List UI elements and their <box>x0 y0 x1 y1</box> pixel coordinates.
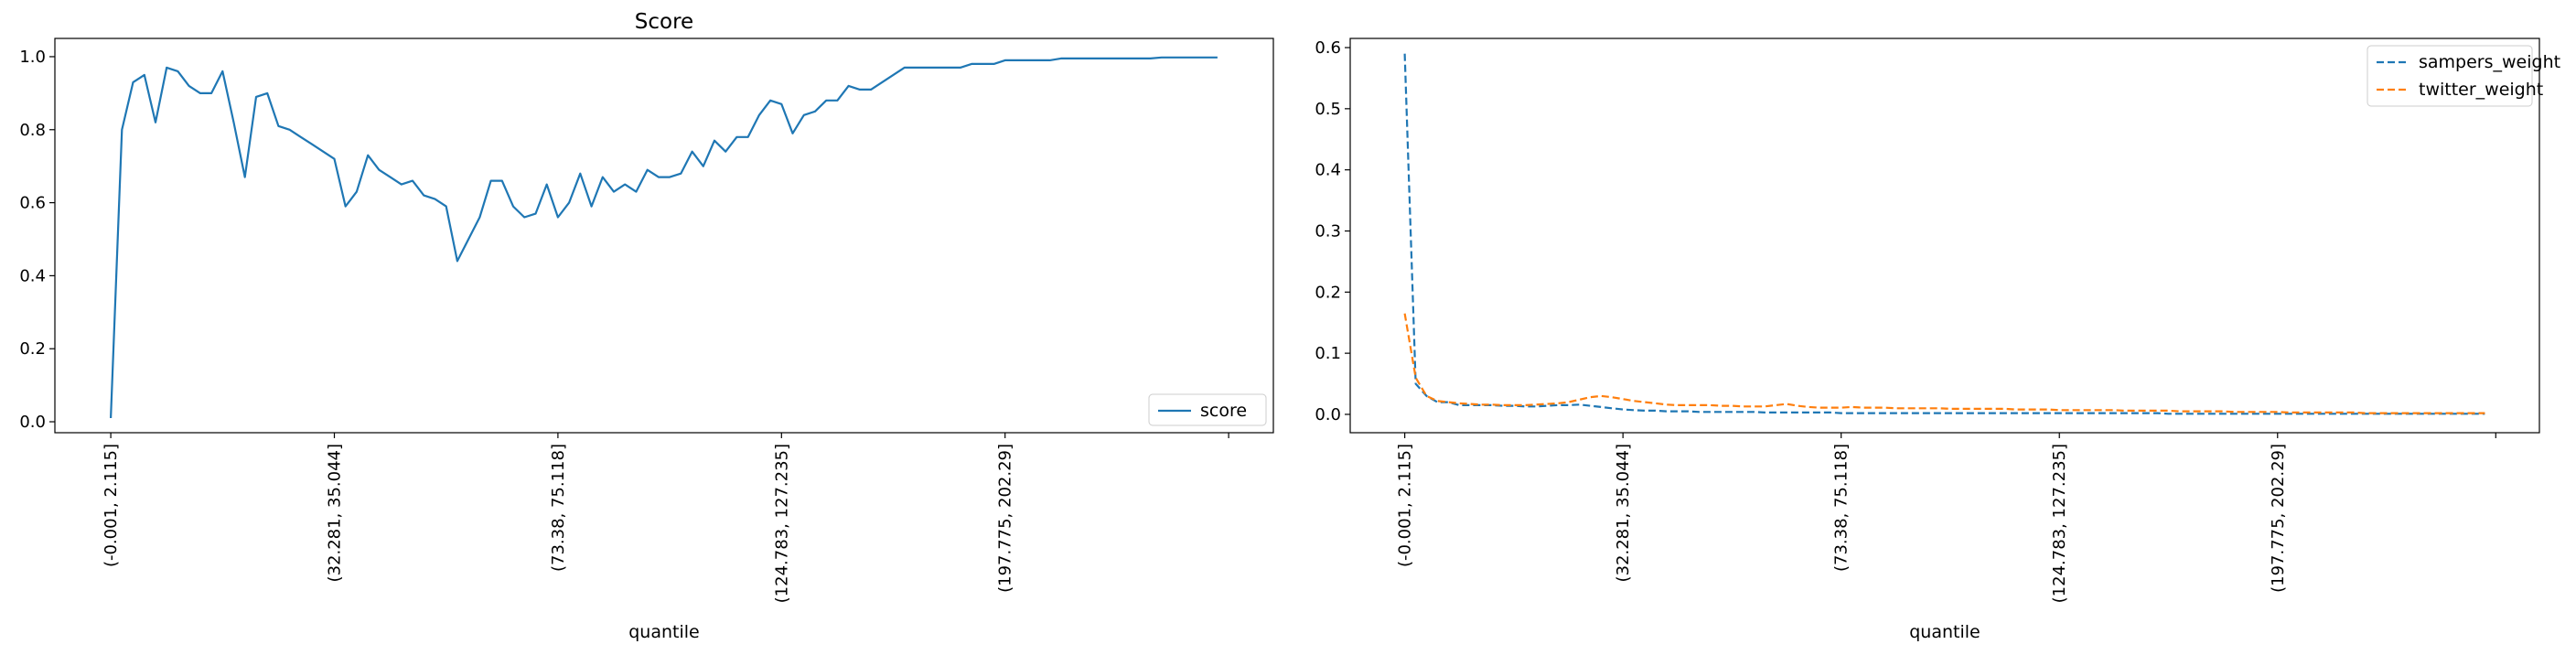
y-tick-label: 0.6 <box>1315 38 1341 58</box>
legend-label: score <box>1200 401 1247 421</box>
series-line-score <box>110 56 1218 419</box>
y-tick-label: 0.2 <box>1315 283 1341 302</box>
y-tick-label: 0.0 <box>19 413 46 432</box>
x-axis-label: quantile <box>628 622 699 642</box>
x-tick-label: (73.38, 75.118] <box>1832 444 1852 572</box>
y-tick-label: 0.5 <box>1315 100 1341 119</box>
legend-box <box>2367 45 2533 107</box>
x-tick-label: (73.38, 75.118] <box>549 444 568 572</box>
y-tick-label: 0.1 <box>1315 344 1341 363</box>
legend-box <box>1148 393 1267 426</box>
x-tick-label: (124.783, 127.235] <box>772 444 791 603</box>
y-tick-label: 0.2 <box>19 339 46 359</box>
series-line-twitter-weight <box>1403 313 2485 414</box>
legend-label: twitter_weight <box>2419 80 2543 100</box>
series-line-sampers-weight <box>1403 53 2485 415</box>
legend: score <box>1148 393 1267 426</box>
x-tick-label: (197.775, 202.29] <box>2269 444 2288 593</box>
chart-title: Score <box>635 10 693 34</box>
score-chart-panel: Score 0.0 0.2 0.4 0.6 0.8 1.0 (-0.001, 2.115] (3… <box>19 10 1274 642</box>
y-tick-label: 0.6 <box>19 194 46 213</box>
y-tick-label: 1.0 <box>19 48 46 67</box>
x-axis-label: quantile <box>1909 622 1980 642</box>
x-tick-label: (-0.001, 2.115] <box>1396 444 1415 567</box>
x-tick-label: (124.783, 127.235] <box>2050 444 2069 603</box>
legend-label: sampers_weight <box>2419 52 2560 72</box>
plot-frame <box>1349 38 2540 434</box>
y-tick-label: 0.4 <box>19 266 46 285</box>
x-tick-label: (197.775, 202.29] <box>996 444 1015 593</box>
legend: sampers_weight twitter_weight <box>2367 45 2560 107</box>
y-tick-label: 0.4 <box>1315 161 1341 180</box>
x-tick-label: (32.281, 35.044] <box>1614 444 1633 582</box>
y-tick-label: 0.8 <box>19 121 46 140</box>
weights-chart-panel: 0.0 0.1 0.2 0.3 0.4 0.5 0.6 (-0.001, 2.115] (32.… <box>1315 38 2560 642</box>
x-tick-label: (-0.001, 2.115] <box>102 444 121 567</box>
x-tick-label: (32.281, 35.044] <box>326 444 345 582</box>
y-tick-label: 0.0 <box>1315 405 1341 424</box>
plot-frame <box>54 38 1274 434</box>
y-tick-label: 0.3 <box>1315 221 1341 241</box>
